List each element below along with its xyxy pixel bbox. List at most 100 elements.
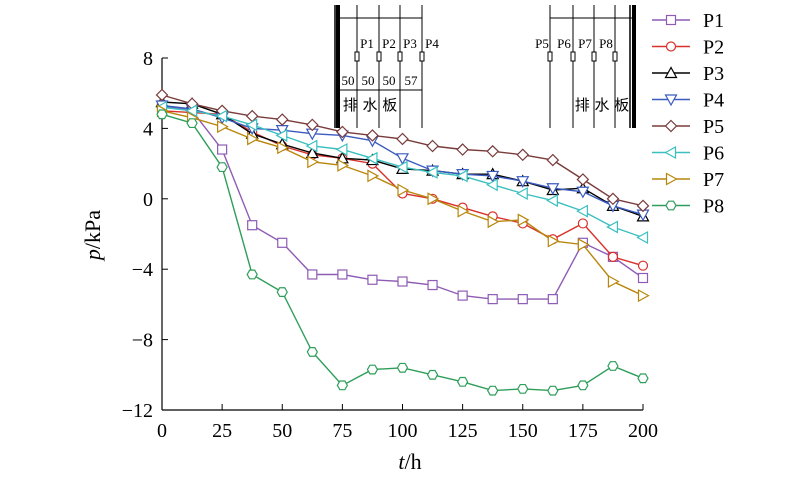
data-point-p3 (305, 146, 319, 159)
data-point-p5 (546, 153, 560, 167)
legend-item-p4: P4 (652, 90, 724, 112)
data-point-p5 (576, 173, 590, 186)
data-point-p6 (215, 109, 228, 123)
data-point-p1 (247, 220, 258, 231)
data-point-p1 (457, 290, 468, 301)
legend-marker (665, 14, 677, 26)
data-point-p2 (607, 251, 619, 262)
data-point-p6 (365, 151, 378, 165)
data-point-p1 (487, 294, 498, 305)
data-point-p7 (367, 169, 380, 183)
data-point-p8 (456, 376, 469, 387)
y-tick-label: 8 (143, 48, 153, 70)
data-point-p8 (276, 287, 288, 298)
data-point-p7 (397, 183, 410, 197)
data-point-p7 (547, 234, 560, 248)
x-axis: 0 25 50 75 100 125 150 175 200 (157, 404, 658, 442)
data-point-p5 (516, 148, 530, 162)
legend-label: P6 (703, 143, 724, 165)
data-point-p8 (216, 162, 228, 173)
x-axis-unit: h (411, 449, 422, 474)
data-point-p4 (486, 170, 500, 183)
data-point-p7 (487, 215, 500, 229)
y-tick-label: −12 (122, 400, 153, 422)
data-point-p8 (336, 380, 349, 391)
data-point-p8 (486, 385, 499, 396)
data-point-p5 (636, 199, 650, 213)
x-tick-label: 50 (272, 420, 292, 442)
data-point-p8 (366, 364, 379, 375)
data-point-p4 (516, 176, 530, 188)
x-tick-label: 175 (568, 420, 598, 442)
data-point-p8 (577, 380, 589, 391)
legend-item-p7: P7 (652, 169, 724, 191)
data-point-p7 (607, 275, 620, 289)
x-tick-label: 75 (332, 420, 352, 442)
diagram-spacing-1: 50 (342, 73, 355, 88)
data-point-p6 (576, 204, 588, 218)
data-point-p4 (576, 186, 590, 199)
data-point-p1 (277, 237, 288, 248)
legend-marker (664, 94, 678, 107)
data-point-p2 (577, 218, 588, 229)
data-point-p5 (275, 113, 289, 126)
data-point-p6 (546, 194, 558, 208)
data-point-p8 (547, 385, 559, 396)
series-p8 (156, 109, 649, 396)
data-point-p7 (517, 213, 530, 227)
legend-marker (665, 172, 678, 186)
diagram-spacing-2: 50 (362, 73, 375, 88)
data-point-p1 (397, 276, 408, 287)
data-point-p5 (456, 143, 469, 156)
data-point-p6 (335, 143, 348, 157)
drain-board-diagram-right: P5 P6 P7 P8 排 水 板 (535, 5, 636, 128)
legend-item-p5: P5 (652, 116, 724, 138)
legend-label: P7 (703, 169, 724, 191)
series-p7 (156, 104, 650, 303)
data-point-p6 (275, 128, 288, 142)
data-point-p8 (517, 383, 529, 394)
legend-marker (664, 145, 677, 160)
data-point-p7 (277, 141, 289, 155)
data-point-p1 (307, 269, 318, 280)
data-point-p6 (305, 139, 318, 153)
x-tick-label: 150 (508, 420, 538, 442)
data-point-p6 (455, 169, 468, 183)
y-tick-label: −8 (132, 330, 153, 352)
plot-frame (161, 58, 643, 411)
data-point-p4 (546, 183, 560, 195)
legend-label: P4 (703, 90, 724, 112)
data-point-p8 (426, 369, 439, 380)
diagram-board-label-left: 排 水 板 (343, 96, 398, 114)
data-point-p6 (425, 165, 438, 179)
data-point-p4 (395, 153, 410, 166)
y-axis-title: p/kPa (80, 210, 105, 262)
legend-marker (665, 200, 677, 211)
data-point-p8 (607, 361, 619, 371)
data-point-p5 (305, 118, 319, 132)
data-point-p7 (247, 132, 259, 146)
data-point-p7 (307, 155, 320, 169)
data-point-p5 (396, 132, 409, 146)
data-point-p5 (606, 192, 620, 206)
data-point-p5 (366, 129, 379, 142)
data-point-p6 (636, 231, 649, 245)
y-axis-label: p (80, 249, 105, 262)
diagram-spacing-4: 57 (405, 73, 419, 88)
legend-marker (664, 119, 678, 133)
data-point-p6 (245, 118, 258, 132)
x-tick-label: 125 (448, 420, 478, 442)
data-point-p5 (155, 88, 169, 102)
data-point-p1 (367, 274, 378, 285)
y-tick-label: 0 (143, 189, 153, 211)
diagram-label-p7: P7 (578, 36, 592, 51)
data-point-p8 (156, 109, 168, 120)
data-point-p6 (185, 104, 198, 118)
data-point-p7 (457, 204, 470, 218)
y-tick-label: −4 (132, 259, 153, 281)
diagram-label-p2: P2 (382, 36, 396, 51)
data-point-p8 (306, 346, 319, 357)
legend-label: P8 (703, 196, 724, 218)
legend-item-p1: P1 (652, 10, 724, 32)
